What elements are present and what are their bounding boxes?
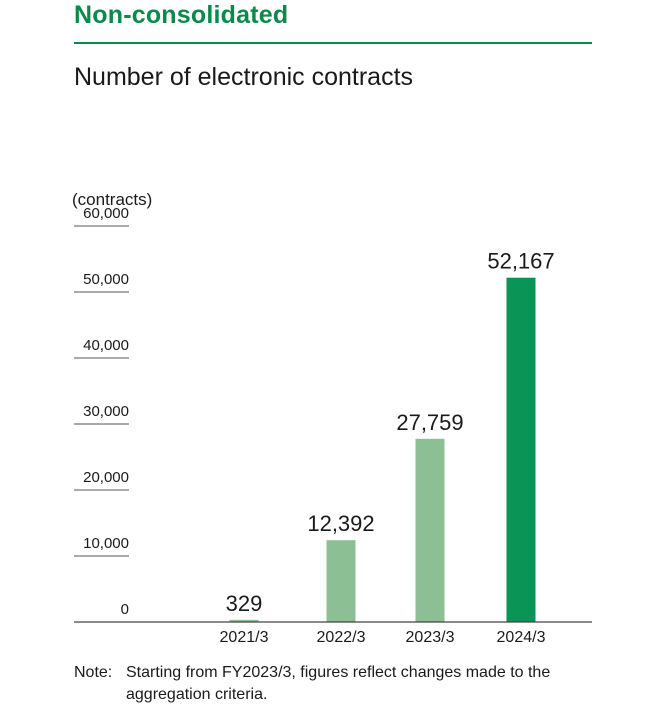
bar-value-label: 27,759 [396,410,463,435]
bar-value-label: 12,392 [307,511,374,536]
section-title: Non-consolidated [74,1,289,29]
value-labels: 329 12,392 27,759 52,167 [226,249,555,616]
note-label: Note: [74,664,113,681]
x-tick-label: 2021/3 [220,629,269,646]
x-tick-label: 2023/3 [406,629,455,646]
y-tick-label: 20,000 [83,469,129,486]
y-tick-label: 40,000 [83,337,129,354]
x-tick-label: 2024/3 [497,629,546,646]
y-tick-label: 0 [121,601,129,618]
bar-value-label: 329 [226,591,263,616]
y-axis-ticks: 0 10,000 20,000 30,000 40,000 50,000 60,000 [74,205,129,618]
bar-chart: (contracts) 0 10,000 20,000 30,000 40,000 50,… [72,190,592,646]
section-divider [74,42,592,44]
x-axis-labels: 2021/3 2022/3 2023/3 2024/3 [220,629,546,646]
y-tick-label: 50,000 [83,271,129,288]
y-tick-label: 30,000 [83,403,129,420]
y-axis-label: (contracts) [72,190,152,209]
bars [229,277,536,622]
chart-title: Number of electronic contracts [74,63,414,91]
bar [326,540,356,622]
y-tick-label: 10,000 [83,535,129,552]
y-tick-label: 60,000 [83,205,129,222]
bar [229,619,259,622]
bar [506,277,536,622]
note-text: Starting from FY2023/3, figures reflect … [126,664,551,703]
x-tick-label: 2022/3 [317,629,366,646]
chart-note: Note: Starting from FY2023/3, figures ref… [74,662,614,706]
bar [415,438,445,622]
bar-value-label: 52,167 [487,249,554,274]
